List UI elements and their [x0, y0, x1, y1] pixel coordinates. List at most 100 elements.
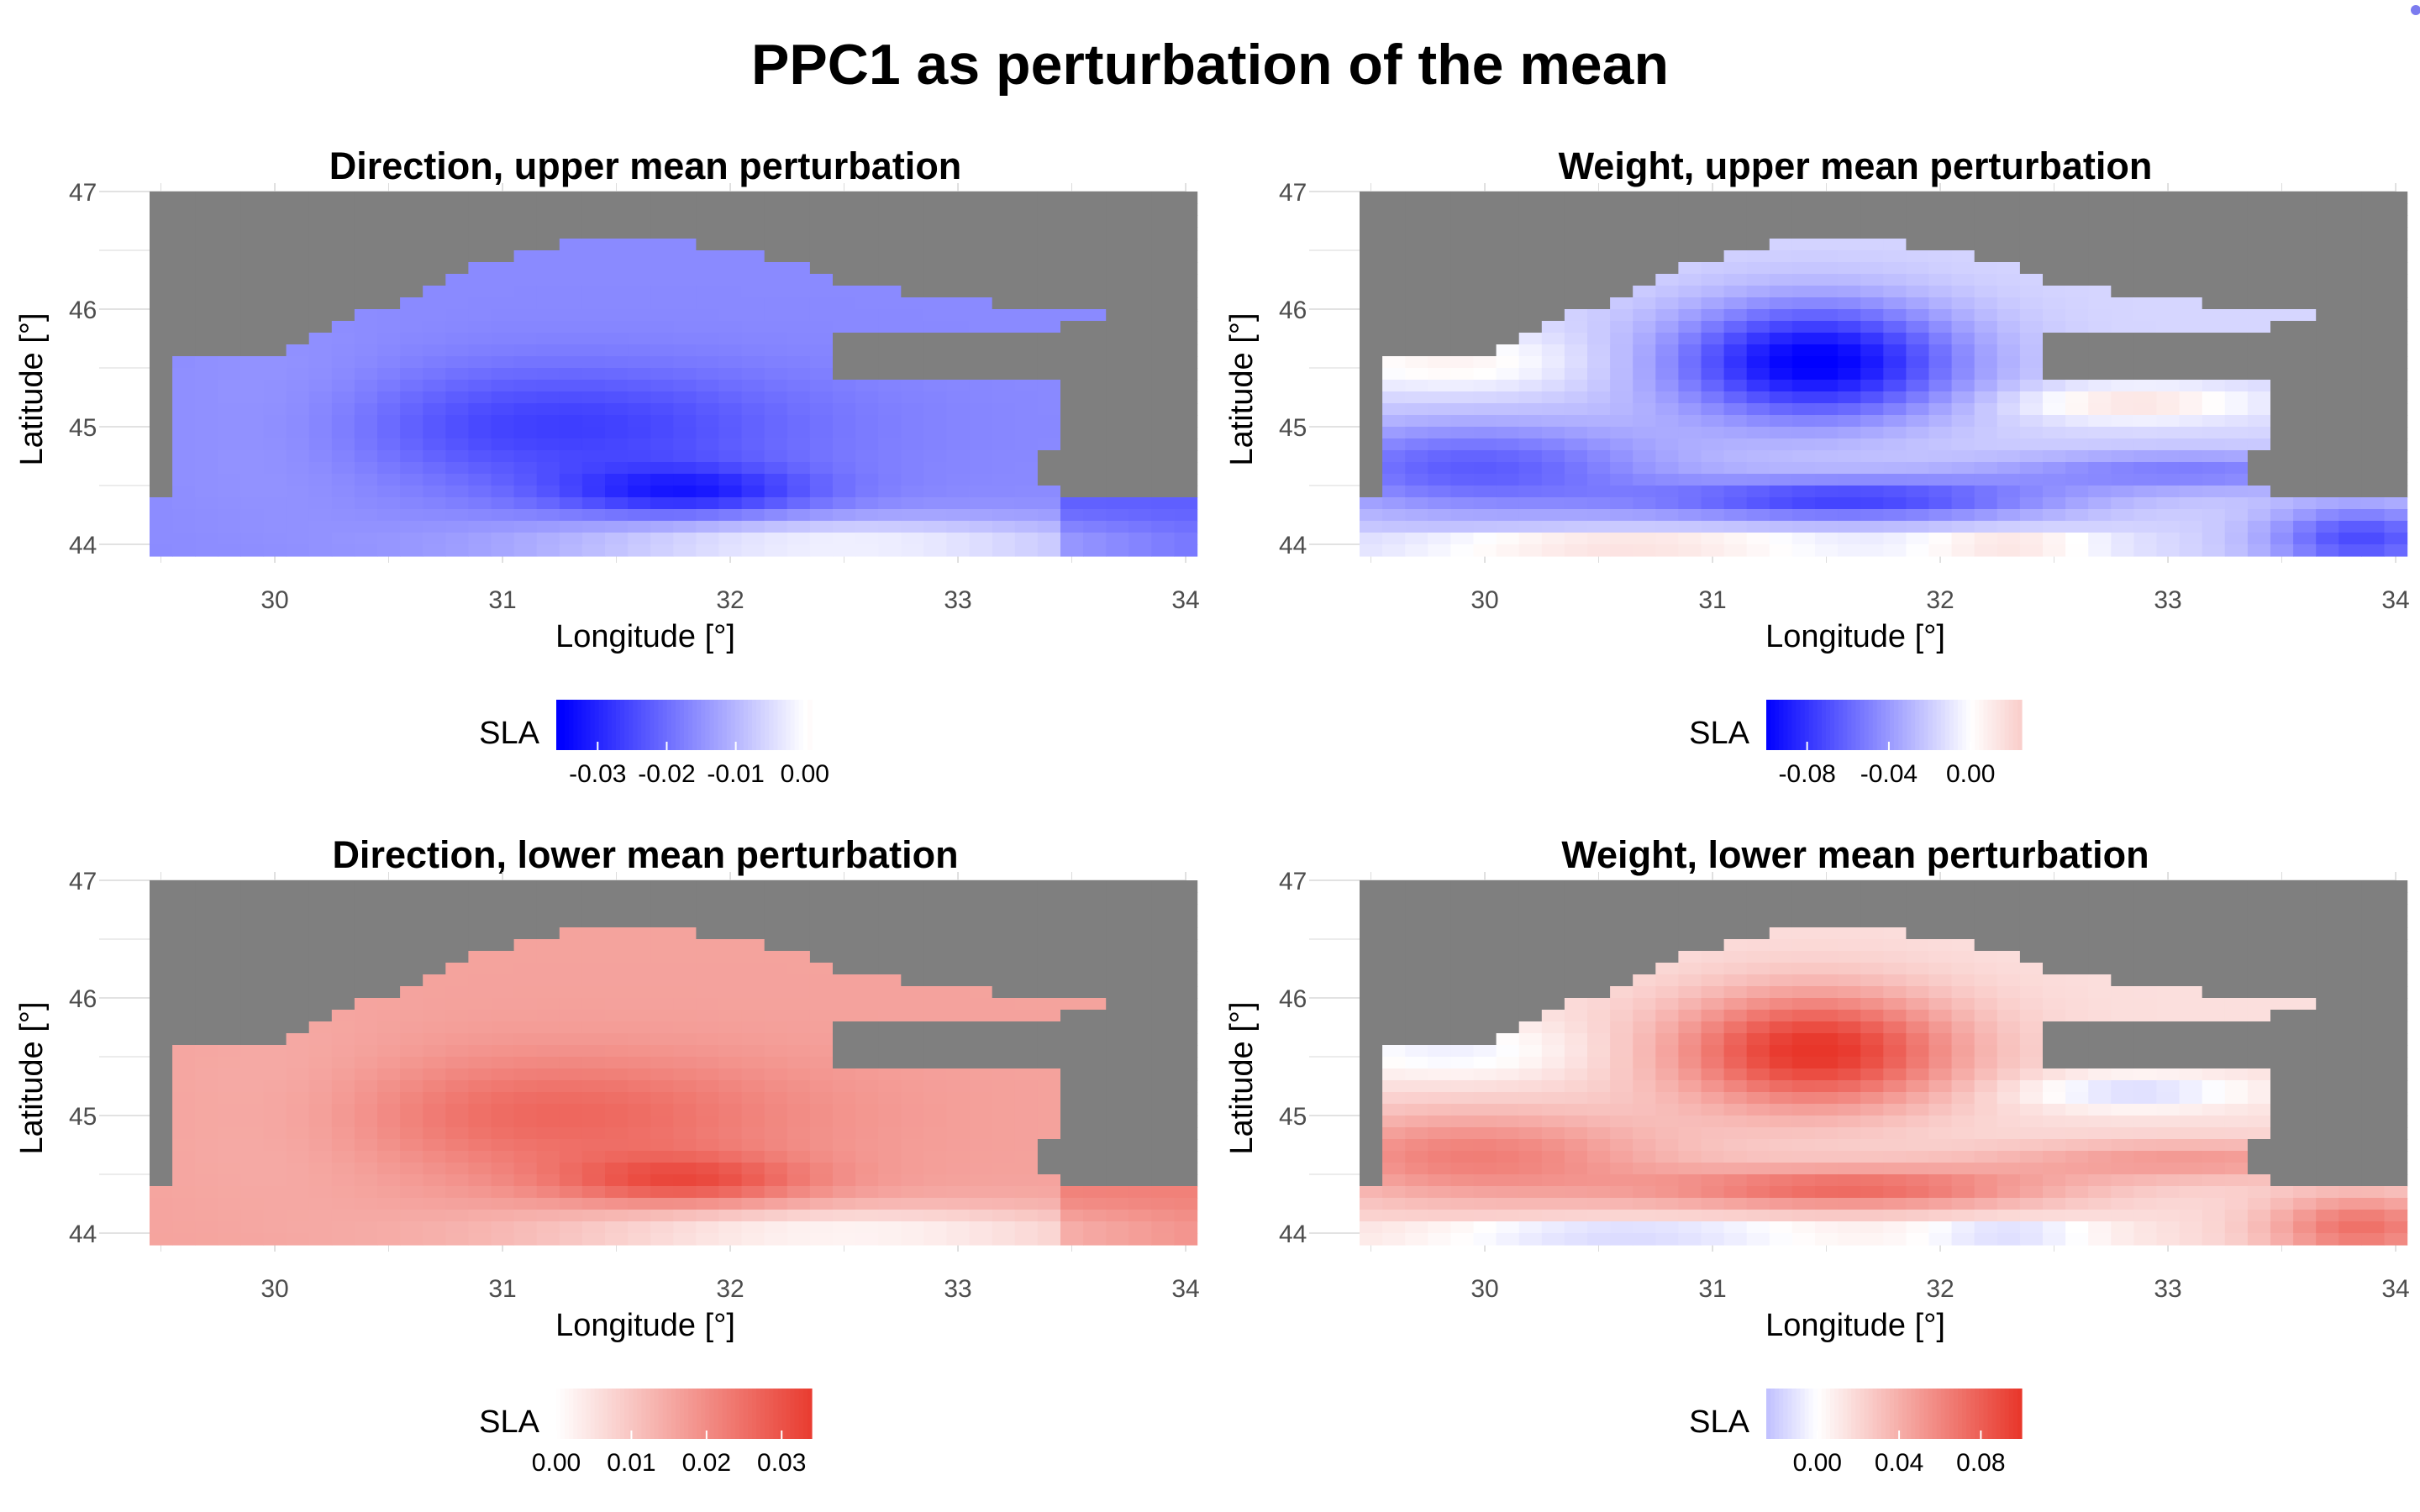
heatmap-cell	[1815, 274, 1839, 286]
heatmap-cell	[354, 403, 378, 416]
heatmap-cell	[491, 227, 515, 239]
heatmap-cell	[718, 951, 743, 963]
heatmap-cell	[354, 1127, 378, 1140]
heatmap-cell	[400, 939, 424, 952]
heatmap-cell	[1655, 916, 1679, 928]
heatmap-cell	[2019, 927, 2044, 940]
heatmap-cell	[1037, 215, 1061, 228]
heatmap-cell	[172, 262, 196, 275]
heatmap-cell	[673, 951, 697, 963]
colorbar-segment	[624, 1389, 629, 1439]
heatmap-cell	[1360, 333, 1383, 345]
colorbar-segment	[1839, 700, 1844, 750]
heatmap-cell	[1678, 974, 1702, 987]
heatmap-cell	[605, 427, 629, 439]
heatmap-cell	[1151, 1186, 1176, 1199]
heatmap-cell	[2111, 344, 2134, 357]
heatmap-cell	[809, 951, 834, 963]
heatmap-cell	[741, 250, 765, 263]
heatmap-cell	[2247, 497, 2271, 510]
heatmap-cell	[2019, 227, 2044, 239]
heatmap-cell	[240, 939, 265, 952]
heatmap-cell	[536, 974, 560, 987]
heatmap-cell	[1518, 415, 1543, 428]
heatmap-cell	[2384, 892, 2408, 905]
heatmap-cell	[308, 403, 333, 416]
heatmap-cell	[286, 403, 310, 416]
heatmap-cell	[786, 544, 811, 557]
heatmap-cell	[1769, 380, 1793, 392]
heatmap-cell	[650, 403, 674, 416]
heatmap-cell	[1518, 963, 1543, 975]
heatmap-cell	[1610, 450, 1634, 463]
heatmap-cell	[1701, 309, 1725, 322]
heatmap-cell	[513, 1068, 538, 1081]
heatmap-cell	[1473, 391, 1497, 404]
heatmap-cell	[1951, 286, 1975, 298]
heatmap-cell	[423, 1221, 446, 1234]
heatmap-cell	[445, 497, 469, 510]
heatmap-cell	[354, 1186, 378, 1199]
heatmap-cell	[1405, 951, 1428, 963]
heatmap-cell	[741, 274, 765, 286]
heatmap-cell	[1496, 927, 1520, 940]
heatmap-cell	[764, 544, 788, 557]
heatmap-cell	[513, 403, 538, 416]
heatmap-cell	[2133, 486, 2158, 498]
heatmap-cell	[218, 462, 241, 475]
heatmap-cell	[1633, 939, 1656, 952]
heatmap-cell	[992, 927, 1016, 940]
heatmap-cell	[218, 986, 241, 999]
heatmap-cell	[1428, 309, 1451, 322]
heatmap-cell	[1360, 262, 1383, 275]
heatmap-cell	[2133, 927, 2158, 940]
heatmap-cell	[2043, 892, 2066, 905]
heatmap-cell	[1974, 497, 1998, 510]
heatmap-cell	[400, 1033, 424, 1046]
x-tick-label: 32	[716, 1275, 744, 1303]
heatmap-cell	[718, 1221, 743, 1234]
heatmap-cell	[468, 309, 492, 322]
heatmap-cell	[855, 391, 879, 404]
heatmap-cell	[1564, 974, 1588, 987]
heatmap-cell	[1360, 497, 1383, 510]
heatmap-cell	[855, 297, 879, 310]
heatmap-cell	[696, 427, 720, 439]
heatmap-cell	[1951, 391, 1975, 404]
colorbar-segment	[709, 1389, 715, 1439]
heatmap-cell	[1518, 321, 1543, 333]
heatmap-cell	[1473, 192, 1497, 204]
heatmap-cell	[741, 227, 765, 239]
heatmap-cell	[2133, 939, 2158, 952]
heatmap-cell	[1083, 1116, 1107, 1128]
heatmap-cell	[218, 1045, 241, 1058]
heatmap-cell	[2065, 427, 2089, 439]
heatmap-cell	[1106, 203, 1129, 216]
heatmap-cell	[2293, 974, 2317, 987]
colorbar-segment	[1851, 700, 1856, 750]
heatmap-cell	[1769, 497, 1793, 510]
heatmap-cell	[2293, 509, 2317, 522]
heatmap-cell	[650, 1210, 674, 1222]
heatmap-cell	[969, 998, 993, 1011]
heatmap-cell	[696, 904, 720, 916]
heatmap-cell	[628, 1057, 651, 1069]
heatmap-cell	[513, 521, 538, 533]
heatmap-cell	[445, 1233, 469, 1246]
heatmap-cell	[2043, 356, 2066, 369]
heatmap-cell	[2043, 215, 2066, 228]
heatmap-cell	[308, 486, 333, 498]
heatmap-cell	[878, 297, 902, 310]
heatmap-cell	[1587, 916, 1611, 928]
heatmap-cell	[1723, 963, 1748, 975]
heatmap-cell	[1860, 544, 1884, 557]
heatmap-cell	[1151, 1221, 1176, 1234]
heatmap-cell	[605, 1116, 629, 1128]
heatmap-cell	[2043, 939, 2066, 952]
colorbar-segment	[2008, 700, 2014, 750]
heatmap-cell	[308, 427, 333, 439]
colorbar-segment	[718, 1389, 723, 1439]
heatmap-cell	[2111, 462, 2134, 475]
heatmap-cell	[172, 497, 196, 510]
